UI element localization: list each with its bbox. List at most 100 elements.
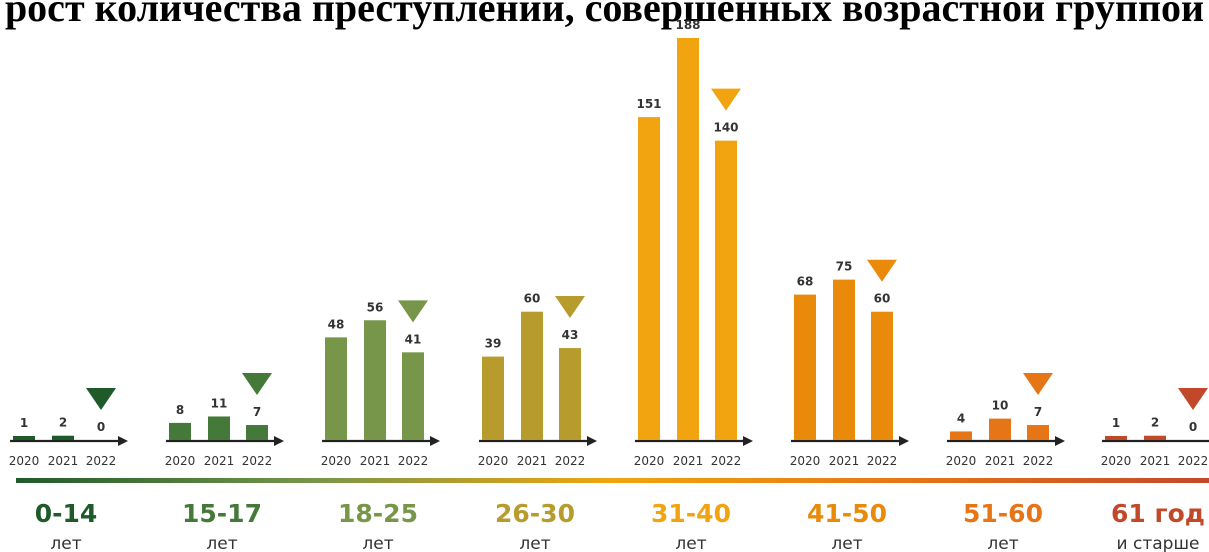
year-tick-label: 2022 — [1178, 454, 1209, 468]
year-tick-label: 2021 — [673, 454, 704, 468]
bar-51-60-2022 — [1027, 425, 1049, 440]
age-group-label: 26-30 — [495, 499, 575, 528]
year-tick-label: 2021 — [517, 454, 548, 468]
bar-18-25-2021 — [364, 320, 386, 440]
age-group-label: 61 год — [1111, 499, 1205, 528]
bar-31-40-2022 — [715, 140, 737, 440]
bar-0-14-2021 — [52, 435, 74, 440]
age-group-unit: лет — [362, 534, 393, 552]
bar-26-30-2022 — [559, 348, 581, 440]
bar-value-label: 41 — [405, 332, 422, 346]
bar-31-40-2021 — [677, 38, 699, 440]
age-group-label: 31-40 — [651, 499, 731, 528]
bar-26-30-2020 — [482, 356, 504, 440]
bar-value-label: 188 — [675, 18, 700, 32]
year-tick-label: 2020 — [946, 454, 977, 468]
trend-down-icon — [555, 296, 585, 319]
age-group-unit: лет — [50, 534, 81, 552]
bar-41-50-2022 — [871, 311, 893, 440]
bar-value-label: 60 — [524, 292, 541, 306]
year-tick-label: 2021 — [48, 454, 79, 468]
bar-value-label: 151 — [636, 97, 661, 111]
axis-arrow-icon — [743, 436, 753, 446]
age-group-label: 41-50 — [807, 499, 887, 528]
bar-value-label: 7 — [1034, 405, 1042, 419]
year-tick-label: 2020 — [9, 454, 40, 468]
age-group-unit: лет — [519, 534, 550, 552]
axis-arrow-icon — [1055, 436, 1065, 446]
chart-title: рост количества преступлений, совершенны… — [4, 0, 1205, 30]
age-group-unit: лет — [987, 534, 1018, 552]
bar-18-25-2020 — [325, 337, 347, 440]
bar-value-label: 10 — [992, 399, 1009, 413]
bar-15-17-2020 — [169, 422, 191, 440]
bar-0-14-2020 — [13, 436, 35, 440]
bar-15-17-2021 — [208, 416, 230, 440]
bar-value-label: 60 — [874, 292, 891, 306]
axis-arrow-icon — [118, 436, 128, 446]
bar-value-label: 2 — [59, 416, 67, 430]
year-tick-label: 2022 — [242, 454, 273, 468]
age-group-unit: лет — [206, 534, 237, 552]
year-tick-label: 2021 — [204, 454, 235, 468]
year-tick-label: 2021 — [1140, 454, 1171, 468]
bar-value-label: 56 — [367, 300, 384, 314]
year-tick-label: 2021 — [360, 454, 391, 468]
year-tick-label: 2020 — [165, 454, 196, 468]
bar-15-17-2022 — [246, 425, 268, 440]
axis-arrow-icon — [274, 436, 284, 446]
bar-value-label: 11 — [211, 396, 228, 410]
bar-61 год-2021 — [1144, 435, 1166, 440]
trend-down-icon — [398, 300, 428, 323]
bar-value-label: 0 — [1189, 420, 1197, 434]
bar-value-label: 48 — [328, 317, 345, 331]
axis-arrow-icon — [587, 436, 597, 446]
bar-value-label: 1 — [1112, 416, 1120, 430]
bar-51-60-2021 — [989, 418, 1011, 440]
age-group-label: 15-17 — [182, 499, 262, 528]
age-group-label: 51-60 — [963, 499, 1043, 528]
bar-value-label: 0 — [97, 420, 105, 434]
year-tick-label: 2022 — [711, 454, 742, 468]
trend-down-icon — [867, 259, 897, 282]
bar-value-label: 39 — [485, 337, 502, 351]
trend-down-icon — [86, 388, 116, 410]
bar-41-50-2020 — [794, 294, 816, 440]
year-tick-label: 2020 — [1101, 454, 1132, 468]
bar-18-25-2022 — [402, 352, 424, 440]
bar-value-label: 43 — [562, 328, 579, 342]
bar-value-label: 7 — [253, 405, 261, 419]
year-tick-label: 2020 — [790, 454, 821, 468]
bar-value-label: 68 — [797, 275, 814, 289]
bar-41-50-2021 — [833, 279, 855, 440]
age-group-label: 18-25 — [338, 499, 418, 528]
bar-value-label: 8 — [176, 403, 184, 417]
bar-value-label: 1 — [20, 416, 28, 430]
year-tick-label: 2021 — [985, 454, 1016, 468]
bar-61 год-2020 — [1105, 436, 1127, 440]
age-group-unit: лет — [831, 534, 862, 552]
year-tick-label: 2022 — [398, 454, 429, 468]
axis-arrow-icon — [430, 436, 440, 446]
age-gradient-bar — [16, 478, 1209, 483]
year-tick-label: 2022 — [1023, 454, 1054, 468]
year-tick-label: 2020 — [478, 454, 509, 468]
bar-value-label: 2 — [1151, 416, 1159, 430]
bar-value-label: 75 — [836, 260, 853, 274]
bar-31-40-2020 — [638, 117, 660, 441]
bar-26-30-2021 — [521, 311, 543, 440]
year-tick-label: 2022 — [555, 454, 586, 468]
trend-down-icon — [242, 373, 272, 396]
trend-down-icon — [1023, 373, 1053, 396]
bar-value-label: 4 — [957, 411, 965, 425]
bar-51-60-2020 — [950, 431, 972, 440]
year-tick-label: 2022 — [867, 454, 898, 468]
trend-down-icon — [711, 88, 741, 111]
age-group-unit: и старше — [1117, 534, 1200, 552]
year-tick-label: 2022 — [86, 454, 117, 468]
trend-down-icon — [1178, 388, 1208, 410]
year-tick-label: 2021 — [829, 454, 860, 468]
age-group-unit: лет — [675, 534, 706, 552]
